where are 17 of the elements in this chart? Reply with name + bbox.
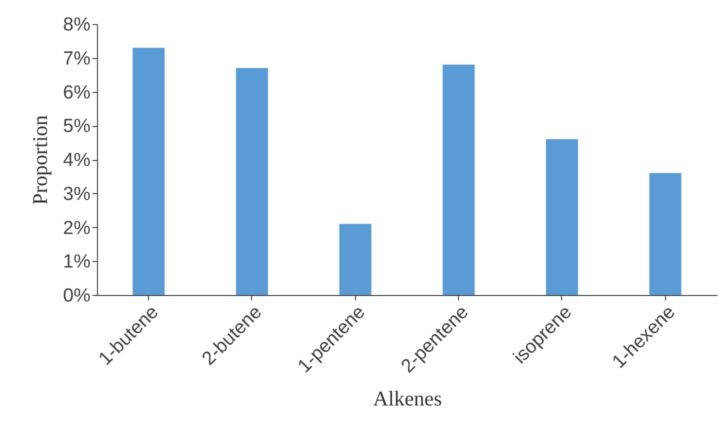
y-tick-label: 1%	[63, 252, 91, 273]
bar	[236, 68, 268, 295]
bar	[339, 224, 372, 295]
y-tick-label: 5%	[63, 116, 91, 138]
bar	[442, 64, 475, 295]
bar	[546, 139, 578, 295]
bar	[649, 173, 682, 295]
y-tick-label: 8%	[63, 14, 91, 36]
y-tick-label: 7%	[63, 48, 91, 70]
x-axis-title: Alkenes	[373, 386, 442, 410]
y-axis-title: Proportion	[28, 114, 52, 205]
y-tick-label: 3%	[63, 184, 91, 205]
bar	[132, 48, 165, 295]
y-tick-label: 4%	[63, 150, 91, 171]
y-tick-label: 0%	[63, 286, 91, 306]
y-tick-label: 6%	[63, 82, 91, 104]
y-tick-label: 2%	[63, 218, 91, 239]
